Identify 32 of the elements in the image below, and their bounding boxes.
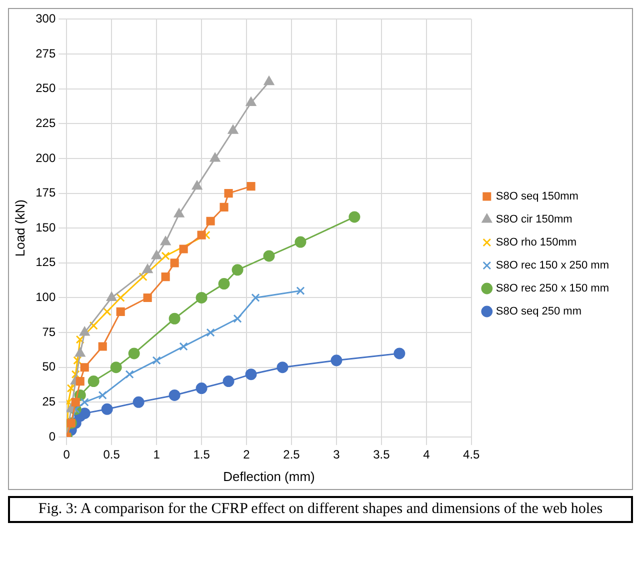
legend-label: S8O cir 150mm (496, 214, 572, 226)
y-tick-label: 150 (36, 220, 56, 234)
y-tick-label: 300 (36, 12, 56, 26)
y-tick-label: 200 (36, 150, 56, 165)
legend-label: S8O rho 150mm (496, 236, 577, 249)
x-tick-label: 2.5 (283, 448, 300, 462)
legend-label: S8O seq 150mm (496, 190, 578, 203)
y-tick-label: 125 (36, 255, 56, 270)
y-tick-label: 100 (36, 290, 56, 304)
x-tick-label: 0 (63, 448, 70, 462)
legend-label: S8O seq 250 mm (496, 306, 582, 318)
y-tick-label: 250 (36, 81, 56, 96)
x-tick-label: 3 (333, 448, 340, 462)
x-tick-label: 3.5 (373, 448, 390, 462)
legend-label: S8O rec 150 x 250 mm (496, 260, 610, 272)
y-tick-label: 225 (36, 116, 56, 130)
x-tick-label: 1 (153, 448, 160, 462)
x-tick-label: 1.5 (193, 448, 210, 462)
x-tick-label: 4 (423, 448, 430, 462)
legend-label: S8O rec 250 x 150 mm (496, 282, 610, 295)
x-axis-title: Deflection (mm) (223, 468, 315, 484)
y-tick-label: 25 (42, 394, 56, 408)
x-tick-label: 2 (243, 448, 250, 462)
x-tick-label: 0.5 (103, 448, 120, 462)
y-tick-label: 175 (36, 186, 56, 200)
y-axis-title: Load (kN) (12, 200, 28, 257)
caption: Fig. 3: A comparison for the CFRP effect on different shapes and dimensions of the web holes (8, 496, 633, 523)
x-tick-label: 4.5 (463, 448, 480, 462)
y-tick-label: 275 (36, 46, 56, 60)
y-tick-label: 75 (42, 324, 56, 339)
y-tick-label: 50 (42, 360, 56, 374)
y-tick-label: 0 (48, 429, 56, 444)
